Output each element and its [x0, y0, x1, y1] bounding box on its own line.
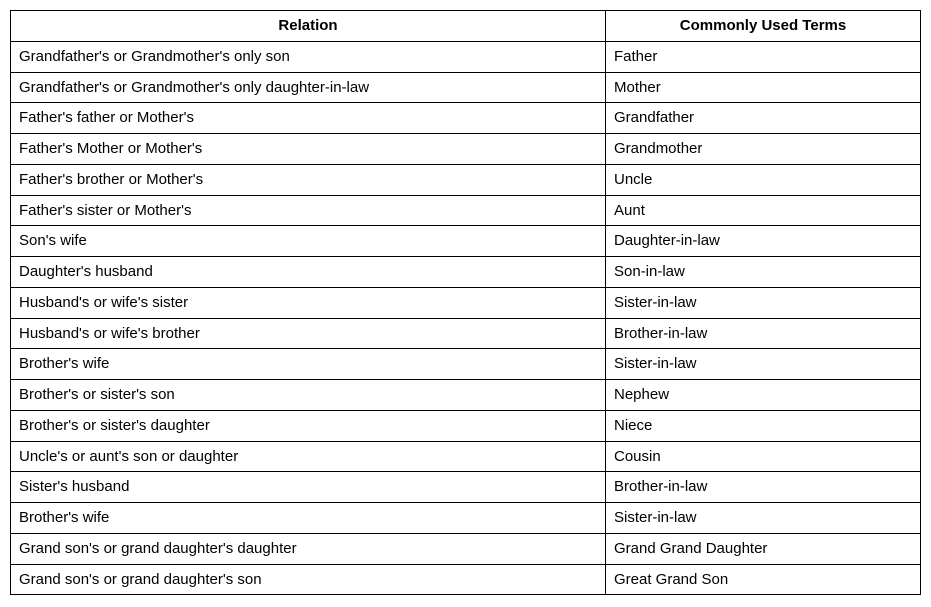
- relation-cell: Sister's husband: [11, 472, 606, 503]
- table-row: Father's brother or Mother's Uncle: [11, 164, 921, 195]
- relation-cell: Father's brother or Mother's: [11, 164, 606, 195]
- column-header-relation: Relation: [11, 11, 606, 42]
- table-row: Grand son's or grand daughter's son Grea…: [11, 564, 921, 595]
- relation-cell: Father's sister or Mother's: [11, 195, 606, 226]
- term-cell: Brother-in-law: [606, 472, 921, 503]
- table-row: Father's sister or Mother's Aunt: [11, 195, 921, 226]
- table-row: Father's Mother or Mother's Grandmother: [11, 134, 921, 165]
- table-row: Father's father or Mother's Grandfather: [11, 103, 921, 134]
- table-row: Brother's or sister's daughter Niece: [11, 410, 921, 441]
- column-header-terms: Commonly Used Terms: [606, 11, 921, 42]
- term-cell: Cousin: [606, 441, 921, 472]
- term-cell: Father: [606, 41, 921, 72]
- relation-cell: Father's father or Mother's: [11, 103, 606, 134]
- term-cell: Sister-in-law: [606, 349, 921, 380]
- term-cell: Great Grand Son: [606, 564, 921, 595]
- table-row: Daughter's husband Son-in-law: [11, 257, 921, 288]
- term-cell: Grand Grand Daughter: [606, 533, 921, 564]
- relation-cell: Brother's wife: [11, 349, 606, 380]
- term-cell: Grandfather: [606, 103, 921, 134]
- table-row: Husband's or wife's sister Sister-in-law: [11, 287, 921, 318]
- relation-cell: Brother's or sister's daughter: [11, 410, 606, 441]
- term-cell: Mother: [606, 72, 921, 103]
- relation-cell: Husband's or wife's sister: [11, 287, 606, 318]
- relation-terms-table: Relation Commonly Used Terms Grandfather…: [10, 10, 921, 595]
- table-row: Uncle's or aunt's son or daughter Cousin: [11, 441, 921, 472]
- table-row: Brother's wife Sister-in-law: [11, 349, 921, 380]
- term-cell: Niece: [606, 410, 921, 441]
- table-row: Sister's husband Brother-in-law: [11, 472, 921, 503]
- relation-cell: Grand son's or grand daughter's daughter: [11, 533, 606, 564]
- relation-cell: Grandfather's or Grandmother's only daug…: [11, 72, 606, 103]
- table-row: Son's wife Daughter-in-law: [11, 226, 921, 257]
- table-row: Brother's wife Sister-in-law: [11, 503, 921, 534]
- relation-cell: Brother's or sister's son: [11, 380, 606, 411]
- term-cell: Brother-in-law: [606, 318, 921, 349]
- table-header-row: Relation Commonly Used Terms: [11, 11, 921, 42]
- relation-cell: Grand son's or grand daughter's son: [11, 564, 606, 595]
- term-cell: Sister-in-law: [606, 287, 921, 318]
- relation-cell: Son's wife: [11, 226, 606, 257]
- relation-cell: Husband's or wife's brother: [11, 318, 606, 349]
- term-cell: Sister-in-law: [606, 503, 921, 534]
- term-cell: Grandmother: [606, 134, 921, 165]
- relation-cell: Father's Mother or Mother's: [11, 134, 606, 165]
- table-row: Brother's or sister's son Nephew: [11, 380, 921, 411]
- term-cell: Uncle: [606, 164, 921, 195]
- term-cell: Son-in-law: [606, 257, 921, 288]
- relation-cell: Daughter's husband: [11, 257, 606, 288]
- table-row: Husband's or wife's brother Brother-in-l…: [11, 318, 921, 349]
- relation-cell: Grandfather's or Grandmother's only son: [11, 41, 606, 72]
- table-row: Grandfather's or Grandmother's only daug…: [11, 72, 921, 103]
- table-row: Grandfather's or Grandmother's only son …: [11, 41, 921, 72]
- term-cell: Nephew: [606, 380, 921, 411]
- term-cell: Aunt: [606, 195, 921, 226]
- term-cell: Daughter-in-law: [606, 226, 921, 257]
- relation-cell: Brother's wife: [11, 503, 606, 534]
- relation-cell: Uncle's or aunt's son or daughter: [11, 441, 606, 472]
- table-row: Grand son's or grand daughter's daughter…: [11, 533, 921, 564]
